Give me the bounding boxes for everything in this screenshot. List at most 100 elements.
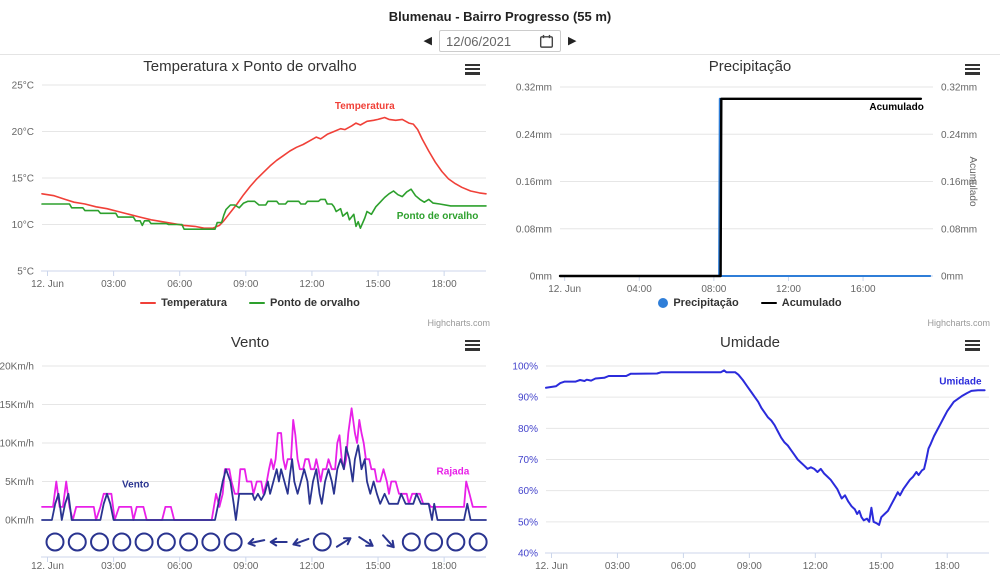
chart-context-menu-icon[interactable]: [465, 62, 480, 76]
chart-wind: Vento 0Km/h 5Km/h 10Km/h 15Km/h 20Km/h 12. Ju…: [0, 331, 500, 574]
legend-label: Precipitação: [673, 297, 739, 309]
legend-item-temperatura[interactable]: Temperatura: [140, 297, 227, 309]
legend-item-acumulado[interactable]: Acumulado: [760, 297, 842, 309]
legend-item-precipita-o[interactable]: Precipitação: [658, 297, 739, 309]
wind-calm-icon: [312, 532, 332, 552]
chart-plot-area: 5°C 10°C 15°C 20°C 25°C 12. Jun 03:00 06:00 09:0…: [12, 81, 487, 290]
series-line-temperatura: [41, 116, 487, 229]
x-axis-label: 15:00: [366, 279, 391, 290]
series-line-ponto-de-orvalho: [41, 188, 487, 230]
highcharts-credit-link[interactable]: Highcharts.com: [427, 318, 490, 328]
wind-calm-icon: [45, 532, 65, 552]
chart-plot-area: 0Km/h 5Km/h 10Km/h 15Km/h 20Km/h 12. Jun 03:00…: [0, 362, 488, 572]
legend-marker: [658, 298, 669, 308]
wind-calm-icon: [446, 532, 466, 552]
series-label: Ponto de orvalho: [397, 211, 479, 222]
chart-context-menu-icon[interactable]: [965, 62, 980, 76]
series-line-precipita-o: [559, 97, 932, 277]
y-axis-label: 100%: [512, 362, 538, 373]
y-axis-label: 20°C: [12, 127, 34, 138]
next-day-button[interactable]: ▶: [568, 34, 577, 47]
legend-marker: [760, 302, 777, 304]
wind-arrow-icon: [382, 534, 395, 549]
x-axis-label: 06:00: [167, 279, 192, 290]
wind-calm-icon: [67, 532, 87, 552]
y-axis-label: 5°C: [17, 267, 34, 278]
prev-day-button[interactable]: ◀: [423, 34, 432, 47]
chart-title: Vento: [230, 334, 270, 351]
y-axis-label: 20Km/h: [0, 362, 34, 373]
series-label: Rajada: [437, 467, 470, 478]
y-axis-label: 0.24mm: [516, 130, 552, 141]
wind-arrow-icon: [358, 536, 374, 547]
y2-axis-title: Acumulado: [967, 156, 978, 206]
chart-humidity: Umidade 40% 50% 60% 70% 80% 90% 100% 12. Jun 03:…: [500, 331, 1000, 574]
x-axis-label: 12:00: [803, 561, 828, 572]
x-axis-label: 15:00: [366, 561, 391, 572]
x-axis-label: 09:00: [737, 561, 762, 572]
x-axis-label: 12:00: [776, 284, 801, 295]
legend-marker: [248, 302, 265, 304]
y2-axis-label: 0.16mm: [941, 177, 977, 188]
legend-label: Temperatura: [161, 297, 227, 309]
wind-calm-icon: [424, 532, 444, 552]
chart-context-menu-icon[interactable]: [465, 338, 480, 352]
wind-calm-icon: [179, 532, 199, 552]
y-axis-label: 80%: [518, 424, 538, 435]
wind-arrow-icon: [335, 537, 352, 548]
y-axis-label: 0Km/h: [5, 516, 34, 527]
x-axis-label: 03:00: [101, 279, 126, 290]
chart-temperature-dewpoint: Temperatura x Ponto de orvalho 5°C 10°C 15…: [0, 55, 500, 331]
y2-axis-label: 0.08mm: [941, 224, 977, 235]
x-axis-label: 15:00: [869, 561, 894, 572]
x-axis-label: 12:00: [299, 279, 324, 290]
y-axis-label: 90%: [518, 393, 538, 404]
x-axis-label: 08:00: [701, 284, 726, 295]
y2-axis-label: 0.24mm: [941, 130, 977, 141]
chart-legend: Temperatura Ponto de orvalho: [0, 297, 500, 309]
wind-calm-icon: [468, 532, 488, 552]
series-label: Vento: [122, 480, 149, 491]
y-axis-label: 10Km/h: [0, 439, 34, 450]
legend-label: Acumulado: [781, 297, 842, 309]
y-axis-label: 5Km/h: [5, 477, 34, 488]
y-axis-label: 70%: [518, 455, 538, 466]
x-axis-label: 12. Jun: [535, 561, 568, 572]
station-title: Blumenau - Bairro Progresso (55 m): [388, 9, 612, 24]
y-axis-label: 25°C: [12, 81, 34, 92]
y-axis-label: 0.08mm: [516, 224, 552, 235]
date-input[interactable]: 12/06/2021: [439, 30, 561, 52]
x-axis-label: 03:00: [101, 561, 126, 572]
wind-arrow-icon: [269, 537, 288, 547]
wind-calm-icon: [90, 532, 110, 552]
y-axis-label: 15Km/h: [0, 400, 34, 411]
date-value: 12/06/2021: [446, 33, 512, 49]
x-axis-label: 06:00: [671, 561, 696, 572]
y-axis-label: 40%: [518, 549, 538, 560]
legend-item-ponto-de-orvalho[interactable]: Ponto de orvalho: [248, 297, 360, 309]
highcharts-credit-link[interactable]: Highcharts.com: [927, 318, 990, 328]
chart-title: Umidade: [719, 334, 781, 351]
charts-grid: Temperatura x Ponto de orvalho 5°C 10°C 15…: [0, 55, 1000, 574]
y-axis-label: 0mm: [530, 272, 552, 283]
chart-precipitation: Precipitação 0mm 0mm 0.08mm 0.08mm 0.16mm 0.1…: [500, 55, 1000, 331]
wind-calm-icon: [134, 532, 154, 552]
series-line-vento: [41, 444, 487, 521]
y-axis-label: 0.16mm: [516, 177, 552, 188]
y-axis-label: 50%: [518, 517, 538, 528]
calendar-icon[interactable]: [539, 34, 554, 49]
x-axis-label: 12. Jun: [31, 561, 64, 572]
x-axis-label: 18:00: [432, 279, 457, 290]
wind-calm-icon: [156, 532, 176, 552]
x-axis-label: 04:00: [627, 284, 652, 295]
x-axis-label: 03:00: [605, 561, 630, 572]
x-axis-label: 18:00: [935, 561, 960, 572]
x-axis-label: 12. Jun: [31, 279, 64, 290]
series-label: Acumulado: [869, 102, 923, 113]
series-label: Temperatura: [335, 101, 395, 112]
legend-marker: [140, 302, 157, 304]
series-line-umidade: [545, 369, 986, 526]
x-axis-label: 09:00: [233, 279, 258, 290]
wind-arrow-icon: [292, 537, 310, 547]
chart-context-menu-icon[interactable]: [965, 338, 980, 352]
